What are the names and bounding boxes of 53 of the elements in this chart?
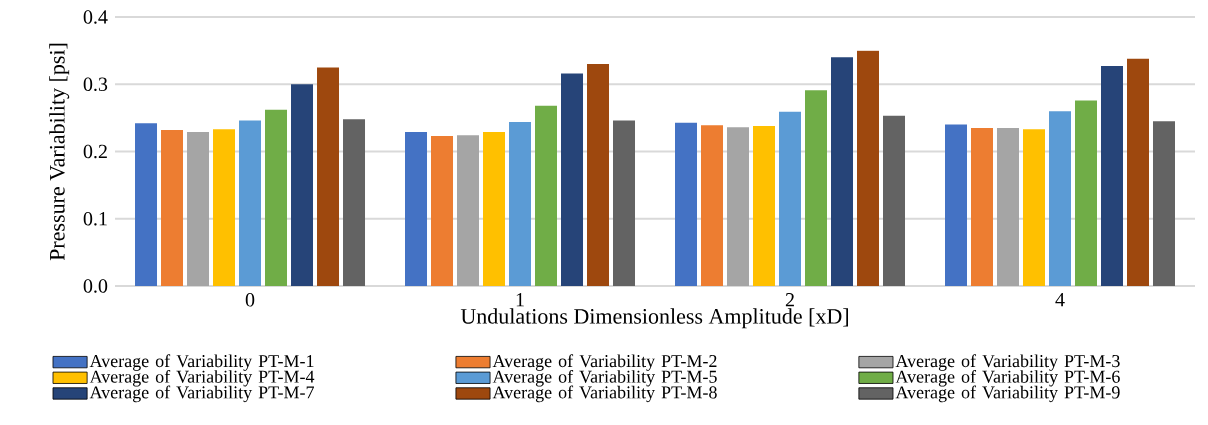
bar xyxy=(805,90,827,287)
y-tick-label: 0.3 xyxy=(83,77,108,92)
y-tick-label: 0.1 xyxy=(83,211,107,226)
bar xyxy=(1075,100,1097,287)
bar xyxy=(265,109,288,287)
bar xyxy=(883,115,905,287)
bar xyxy=(161,129,184,287)
bar xyxy=(971,127,993,287)
bar xyxy=(405,132,428,287)
x-tick-label: 4 xyxy=(1055,293,1065,307)
y-tick-label: 0.4 xyxy=(83,10,108,24)
legend-label: Average of Variability PT-M-9 xyxy=(895,385,1120,403)
x-tick-label: 2 xyxy=(785,293,794,307)
bar xyxy=(779,111,801,287)
bar xyxy=(1127,58,1149,287)
bar xyxy=(343,119,366,287)
bar xyxy=(135,123,158,287)
bar xyxy=(1101,66,1123,287)
bar xyxy=(509,121,531,287)
x-tick-label: 1 xyxy=(516,293,524,307)
bar xyxy=(613,120,636,287)
y-tick-label: 0.2 xyxy=(83,144,107,159)
bar xyxy=(945,124,967,287)
bar xyxy=(753,125,776,287)
bar xyxy=(291,84,314,287)
bar xyxy=(457,135,480,287)
bar xyxy=(857,50,879,287)
y-axis-title: Pressure Variability [psi] xyxy=(49,43,70,261)
legend-label: Average of Variability PT-M-1 xyxy=(89,354,314,371)
bar xyxy=(213,129,236,287)
bar xyxy=(187,132,210,287)
legend-label: Average of Variability PT-M-2 xyxy=(492,354,717,371)
bar xyxy=(587,64,610,287)
legend-label: Average of Variability PT-M-3 xyxy=(895,354,1120,371)
bar xyxy=(675,122,697,287)
bar xyxy=(483,132,506,287)
bar xyxy=(317,67,340,287)
legend-label: Average of Variability PT-M-7 xyxy=(89,385,314,403)
bar xyxy=(535,105,558,287)
bar xyxy=(831,57,854,287)
bar xyxy=(701,125,724,287)
bar xyxy=(1153,121,1175,287)
bar xyxy=(431,136,454,287)
legend-label: Average of Variability PT-M-8 xyxy=(492,385,717,403)
bar xyxy=(1049,111,1071,287)
y-tick-label: 0.0 xyxy=(83,279,108,293)
bar xyxy=(997,127,1019,287)
x-axis-title: Undulations Dimensionless Amplitude [xD] xyxy=(460,308,848,329)
x-tick-label: 0 xyxy=(245,293,255,307)
bar xyxy=(727,127,749,287)
bar xyxy=(239,120,262,287)
bar xyxy=(561,73,584,287)
bar xyxy=(1023,129,1045,287)
